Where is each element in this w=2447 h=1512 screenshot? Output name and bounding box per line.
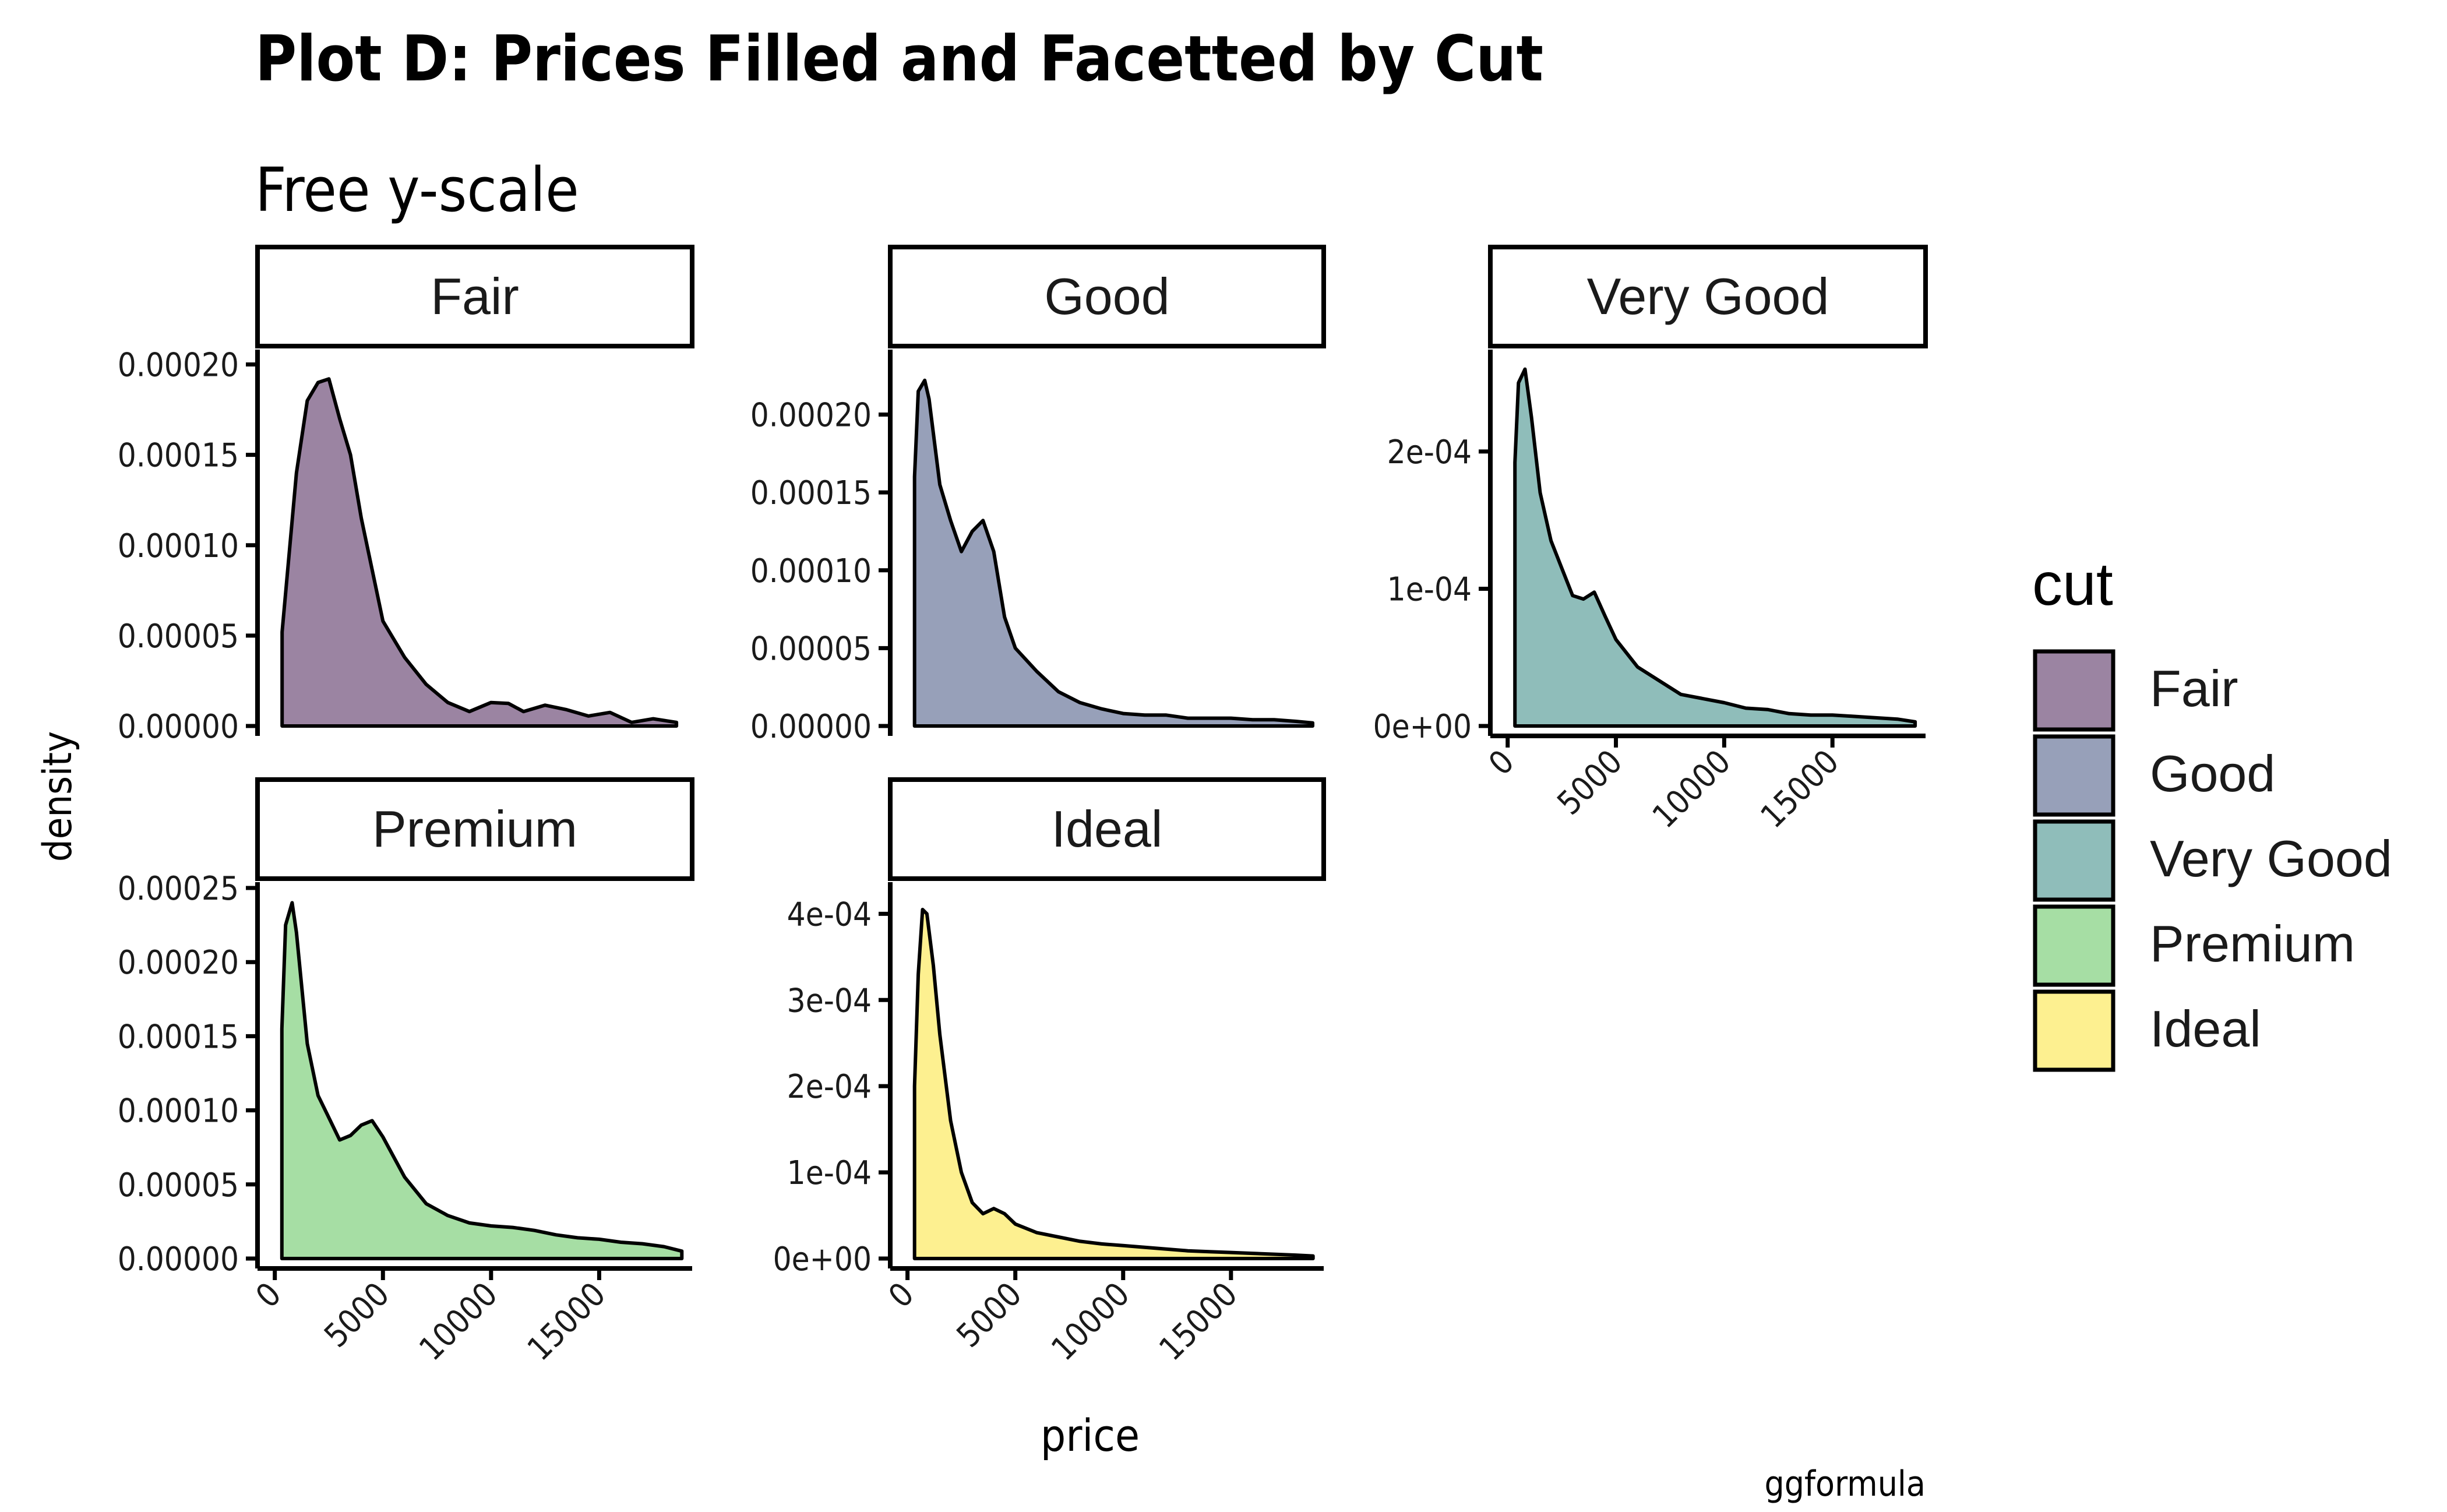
y-tick-label-ideal: 4e-04 <box>787 896 872 933</box>
legend-key-good <box>2033 734 2115 817</box>
legend-key-very-good <box>2033 819 2115 902</box>
x-tick-label-premium: 0 <box>249 1275 289 1316</box>
density-area-premium <box>280 901 684 1260</box>
strip-premium <box>255 777 694 881</box>
y-tick-label-good: 0.00000 <box>750 708 872 746</box>
y-tick-label-very-good: 0e+00 <box>1373 708 1472 746</box>
x-tick-label-premium: 10000 <box>412 1275 505 1368</box>
y-tick-label-good: 0.00005 <box>750 630 872 668</box>
y-tick-label-good: 0.00020 <box>750 397 872 435</box>
x-tick-label-very-good: 0 <box>1482 743 1522 783</box>
panel-ideal: Ideal 0e+00 1e-04 2e-04 3e-04 4e-04 0 5000 10000… <box>773 777 1326 1368</box>
x-tick-label-very-good: 15000 <box>1754 743 1846 836</box>
strip-label-good: Good <box>1044 267 1169 325</box>
strip-very-good <box>1488 245 1928 348</box>
y-tick-label-fair: 0.00020 <box>118 347 239 385</box>
y-tick-label-very-good: 2e-04 <box>1387 433 1472 471</box>
x-tick-label-premium: 5000 <box>318 1275 397 1355</box>
y-tick-label-good: 0.00010 <box>750 552 872 590</box>
legend-key-fair <box>2033 649 2115 732</box>
strip-label-ideal: Ideal <box>1052 800 1163 858</box>
legend-title: cut <box>2032 551 2113 618</box>
legend-label-fair: Fair <box>2150 660 2238 717</box>
strip-label-very-good: Very Good <box>1587 267 1829 325</box>
panel-very-good: Very Good 0e+00 1e-04 2e-04 0 5000 10000 15000 <box>1373 245 1928 836</box>
x-tick-label-ideal: 10000 <box>1044 1275 1137 1368</box>
chart-subtitle: Free y-scale <box>255 154 579 225</box>
legend-label-premium: Premium <box>2150 915 2355 972</box>
legend-key-premium <box>2033 904 2115 987</box>
chart-title: Plot D: Prices Filled and Facetted by Cu… <box>255 23 1543 96</box>
legend: cut Fair Good Very Good Premium Ideal <box>2032 551 2392 1072</box>
y-tick-label-fair: 0.00000 <box>118 708 239 746</box>
x-axis-title: price <box>1041 1409 1140 1461</box>
panel-premium: Premium 0.00000 0.00005 0.00010 0.00015 0.000… <box>118 777 694 1368</box>
strip-good <box>888 245 1326 348</box>
density-area-ideal <box>912 908 1315 1260</box>
y-tick-label-premium: 0.00005 <box>118 1166 239 1204</box>
x-tick-label-very-good: 10000 <box>1645 743 1738 836</box>
y-tick-label-fair: 0.00005 <box>118 618 239 655</box>
y-tick-label-premium: 0.00020 <box>118 944 239 982</box>
legend-label-good: Good <box>2150 745 2275 802</box>
y-tick-label-ideal: 0e+00 <box>773 1240 872 1278</box>
x-tick-label-ideal: 0 <box>882 1275 922 1316</box>
y-tick-label-good: 0.00015 <box>750 474 872 512</box>
y-axis-title: density <box>35 731 81 862</box>
y-tick-label-premium: 0.00010 <box>118 1092 239 1130</box>
y-tick-label-fair: 0.00015 <box>118 437 239 475</box>
strip-label-fair: Fair <box>431 267 519 325</box>
y-tick-label-premium: 0.00000 <box>118 1240 239 1278</box>
y-tick-label-ideal: 2e-04 <box>787 1068 872 1106</box>
density-area-fair <box>280 377 679 728</box>
legend-key-ideal <box>2033 989 2115 1072</box>
strip-ideal <box>888 777 1326 881</box>
y-tick-label-ideal: 3e-04 <box>787 982 872 1020</box>
y-tick-label-fair: 0.00010 <box>118 527 239 565</box>
panel-good: Good 0.00000 0.00005 0.00010 0.00015 0.00020 <box>750 245 1326 746</box>
x-tick-label-ideal: 15000 <box>1152 1275 1244 1368</box>
density-area-very-good <box>1513 367 1917 728</box>
strip-fair <box>255 245 694 348</box>
x-tick-label-ideal: 5000 <box>950 1275 1029 1355</box>
strip-label-premium: Premium <box>372 800 577 858</box>
legend-label-ideal: Ideal <box>2150 1000 2261 1058</box>
x-tick-label-premium: 15000 <box>520 1275 613 1368</box>
y-tick-label-premium: 0.00015 <box>118 1018 239 1056</box>
y-tick-label-very-good: 1e-04 <box>1387 570 1472 608</box>
legend-label-very-good: Very Good <box>2150 830 2392 887</box>
x-tick-label-very-good: 5000 <box>1550 743 1630 823</box>
y-tick-label-premium: 0.00025 <box>118 870 239 908</box>
panel-fair: Fair 0.00000 0.00005 0.00010 0.00015 0.00020 <box>118 245 694 746</box>
y-tick-label-ideal: 1e-04 <box>787 1154 872 1192</box>
caption: ggformula <box>1764 1464 1926 1504</box>
facet-panels: Fair0.000000.000050.000100.000150.00020G… <box>118 245 1928 1368</box>
density-area-good <box>912 378 1314 728</box>
